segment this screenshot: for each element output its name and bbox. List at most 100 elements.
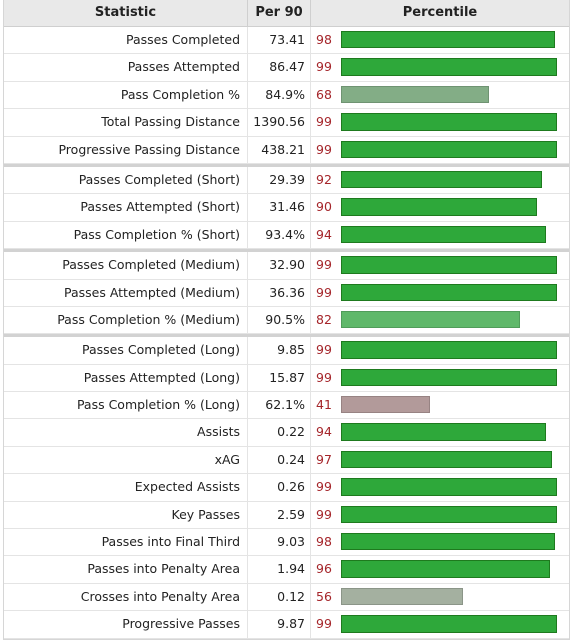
percentile-bar — [341, 341, 557, 359]
percentile-bar-cell — [341, 54, 569, 80]
percentile-bar-cell — [341, 27, 569, 53]
percentile-bar-cell — [341, 280, 569, 306]
percentile-bar-track — [341, 113, 559, 131]
percentile-bar-track — [341, 256, 559, 274]
percentile-bar — [341, 478, 557, 496]
percentile-bar — [341, 225, 546, 244]
header-per90[interactable]: Per 90 — [248, 0, 311, 26]
percentile-bar — [341, 423, 546, 441]
per90-value: 86.47 — [248, 54, 311, 81]
table-row: Passes Attempted (Long) 15.87 99 — [4, 364, 569, 393]
table-row: Progressive Passing Distance 438.21 99 — [4, 136, 569, 164]
percentile-bar-track — [341, 31, 559, 49]
percentile-value: 92 — [316, 171, 332, 187]
percentile-value: 99 — [316, 141, 332, 157]
table-row: Assists 0.22 94 — [4, 419, 569, 447]
per90-value: 73.41 — [248, 27, 311, 54]
percentile-bar — [341, 450, 553, 469]
percentile-bar-cell — [341, 529, 569, 555]
percentile-bar — [341, 560, 551, 578]
percentile-bar-cell — [341, 109, 569, 135]
percentile-bar — [341, 58, 557, 76]
table-row: Pass Completion % (Medium) 90.5% 82 — [4, 306, 569, 335]
percentile-bar — [341, 283, 557, 301]
table-row: Passes into Penalty Area 1.94 96 — [4, 556, 569, 584]
percentile-bar-cell — [341, 307, 569, 333]
table-row: Passes Completed (Short) 29.39 92 — [4, 163, 569, 195]
table-row: Crosses into Penalty Area 0.12 56 — [4, 583, 569, 612]
percentile-bar-cell — [341, 252, 569, 278]
percentile-value: 99 — [316, 616, 332, 632]
percentile-bar-cell — [341, 611, 569, 637]
percentile-value: 90 — [316, 199, 332, 215]
table-row: Progressive Passes 9.87 99 — [4, 611, 569, 639]
table-row: Passes Completed (Medium) 32.90 99 — [4, 249, 569, 280]
header-statistic[interactable]: Statistic — [4, 0, 248, 26]
percentile-value: 99 — [316, 284, 332, 300]
percentile-bar-track — [341, 140, 559, 158]
stat-name: Pass Completion % (Short) — [4, 221, 248, 249]
percentile-value: 99 — [316, 342, 332, 358]
percentile-bar-track — [341, 170, 559, 189]
stat-name: Passes Attempted (Long) — [4, 364, 248, 392]
percentile-value: 99 — [316, 114, 332, 130]
percentile-bar-track — [341, 587, 559, 606]
percentile-bar — [341, 396, 431, 414]
per90-value: 9.87 — [248, 611, 311, 638]
percentile-bar — [341, 31, 555, 49]
per90-value: 0.22 — [248, 419, 311, 446]
percentile-bar-cell — [341, 447, 569, 473]
stat-name: xAG — [4, 446, 248, 474]
percentile-bar — [341, 310, 520, 329]
table-row: Passes into Final Third 9.03 98 — [4, 529, 569, 557]
per90-value: 438.21 — [248, 136, 311, 163]
percentile-bar-track — [341, 423, 559, 441]
stat-name: Key Passes — [4, 501, 248, 529]
percentile-bar — [341, 85, 490, 104]
percentile-bar — [341, 615, 557, 633]
percentile-bar-track — [341, 560, 559, 578]
percentile-value: 99 — [316, 59, 332, 75]
per90-value: 9.03 — [248, 529, 311, 556]
percentile-bar — [341, 587, 464, 606]
per90-value: 2.59 — [248, 501, 311, 529]
stat-name: Total Passing Distance — [4, 109, 248, 136]
percentile-value: 98 — [316, 534, 332, 550]
per90-value: 84.9% — [248, 81, 311, 109]
percentile-bar — [341, 505, 557, 524]
per90-value: 36.36 — [248, 279, 311, 306]
percentile-bar-track — [341, 225, 559, 244]
table-row: Total Passing Distance 1390.56 99 — [4, 109, 569, 137]
stat-name: Pass Completion % (Medium) — [4, 306, 248, 334]
stat-name: Passes Completed (Long) — [4, 337, 248, 364]
percentile-bar-track — [341, 283, 559, 301]
percentile-bar-track — [341, 450, 559, 469]
percentile-value: 99 — [316, 506, 332, 522]
stat-name: Passes into Final Third — [4, 529, 248, 556]
table-body: Passes Completed 73.41 98 Passes Attempted 8… — [4, 27, 569, 639]
percentile-bar-track — [341, 615, 559, 633]
stat-name: Progressive Passing Distance — [4, 136, 248, 163]
stat-name: Pass Completion % — [4, 81, 248, 109]
percentile-bar-cell — [341, 474, 569, 500]
percentile-value: 97 — [316, 451, 332, 467]
per90-value: 0.24 — [248, 446, 311, 474]
stat-name: Passes into Penalty Area — [4, 556, 248, 583]
per90-value: 9.85 — [248, 337, 311, 364]
header-percentile[interactable]: Percentile — [402, 5, 478, 20]
table-row: Pass Completion % 84.9% 68 — [4, 81, 569, 110]
percentile-bar-cell — [341, 392, 569, 418]
percentile-table: Statistic Per 90 Percentile Passes Compl… — [3, 0, 570, 640]
percentile-bar-cell — [341, 419, 569, 445]
percentile-value: 68 — [316, 86, 332, 102]
percentile-value: 82 — [316, 311, 332, 327]
table-row: Passes Attempted (Short) 31.46 90 — [4, 194, 569, 222]
percentile-bar-track — [341, 58, 559, 76]
percentile-bar — [341, 256, 557, 274]
percentile-bar-cell — [341, 82, 569, 108]
percentile-bar — [341, 170, 542, 189]
per90-value: 0.12 — [248, 583, 311, 611]
stat-name: Crosses into Penalty Area — [4, 583, 248, 611]
percentile-bar — [341, 533, 555, 551]
table-row: Pass Completion % (Short) 93.4% 94 — [4, 221, 569, 250]
